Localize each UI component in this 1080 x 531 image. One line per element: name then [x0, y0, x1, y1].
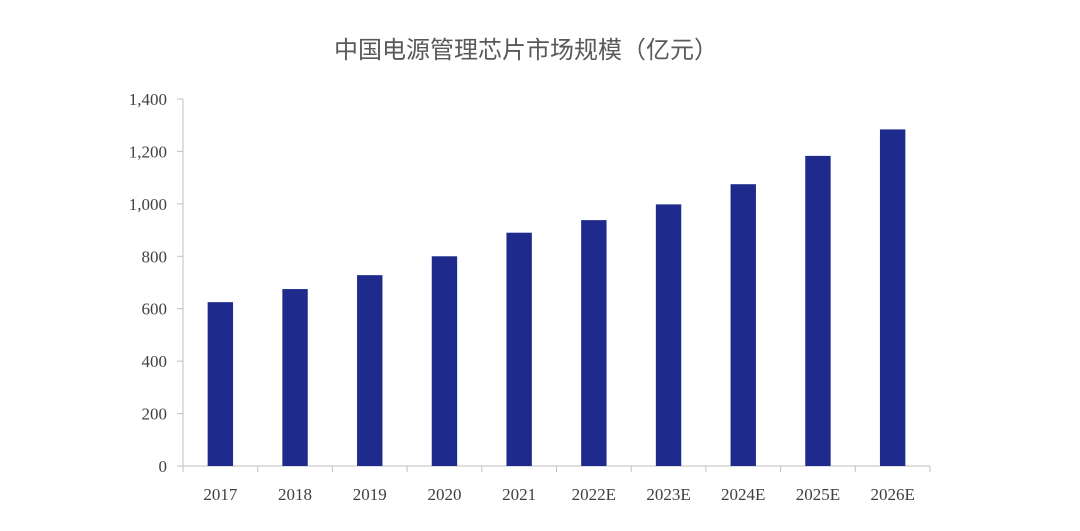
x-tick-label: 2017 — [203, 485, 238, 504]
bar-2025E — [805, 155, 831, 466]
y-tick-label: 1,400 — [129, 90, 167, 109]
x-tick-label: 2022E — [572, 485, 616, 504]
bar-2020 — [431, 256, 458, 466]
bar-2021 — [506, 232, 532, 466]
y-tick-label: 1,200 — [129, 142, 167, 161]
bar-series — [207, 129, 906, 467]
y-tick-label: 0 — [159, 457, 168, 476]
x-tick-label: 2023E — [646, 485, 690, 504]
bar-2026E — [879, 129, 906, 466]
bar-2022E — [581, 220, 607, 466]
y-tick-label: 800 — [142, 247, 168, 266]
bar-2024E — [730, 184, 756, 467]
bar-2018 — [282, 289, 308, 466]
x-tick-label: 2021 — [502, 485, 536, 504]
y-tick-label: 1,000 — [129, 195, 167, 214]
y-tick-label: 600 — [142, 300, 168, 319]
chart-title: 中国电源管理芯片市场规模（亿元） — [334, 36, 718, 64]
x-tick-label: 2018 — [278, 485, 312, 504]
x-tick-label: 2024E — [721, 485, 765, 504]
x-tick-label: 2025E — [796, 485, 840, 504]
bar-2017 — [207, 302, 234, 466]
y-tick-label: 200 — [142, 405, 168, 424]
y-tick-label: 400 — [142, 352, 168, 371]
x-tick-label: 2020 — [427, 485, 461, 504]
bar-2019 — [357, 275, 383, 466]
x-tick-label: 2026E — [870, 485, 914, 504]
bar-2023E — [655, 204, 682, 467]
x-tick-label: 2019 — [353, 485, 387, 504]
x-axis: 2017 2018 2019 2020 2021 2022E 2023E 2024E 2025E… — [182, 465, 931, 504]
y-axis: 0 200 400 600 800 1,000 1,200 1,400 — [129, 90, 184, 476]
